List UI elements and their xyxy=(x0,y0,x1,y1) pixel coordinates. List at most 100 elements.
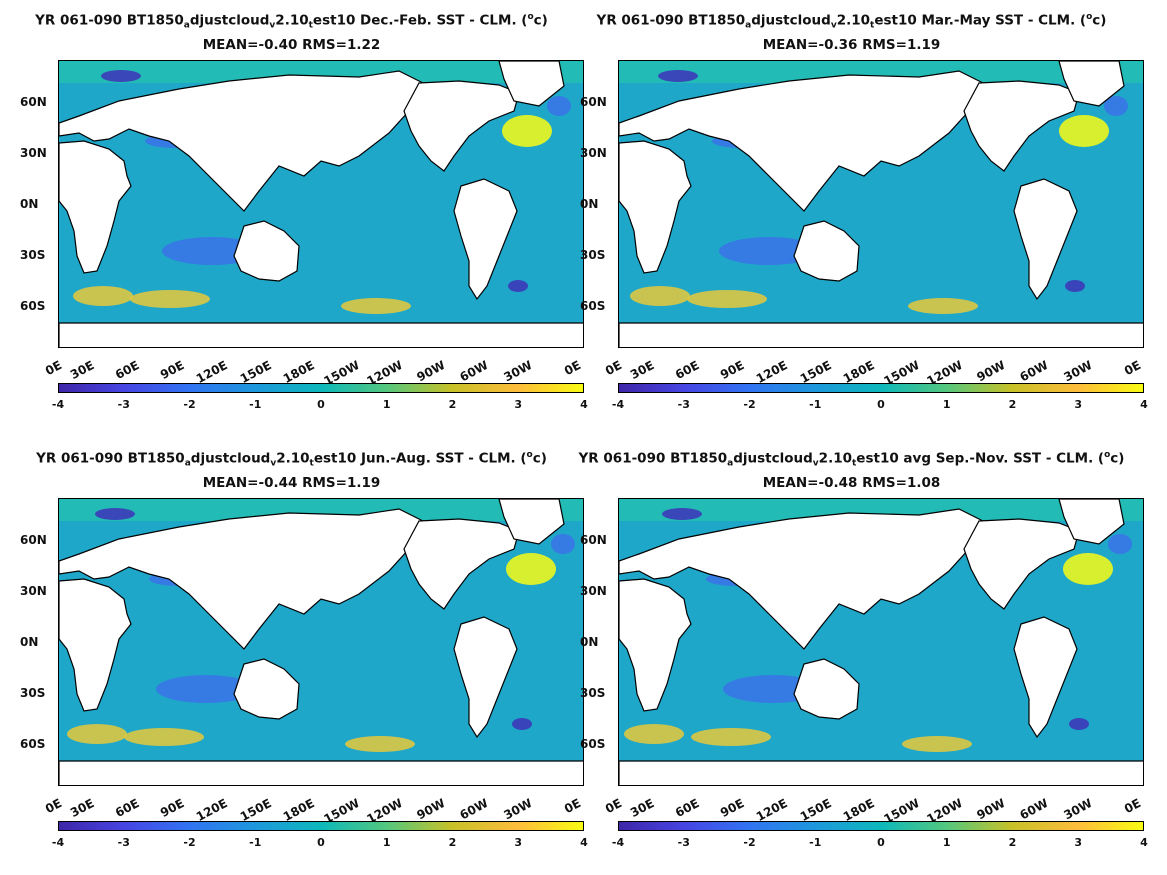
anomaly-region xyxy=(512,718,532,730)
colorbar-tick-label: -3 xyxy=(677,836,690,849)
sst-anomaly-map xyxy=(59,499,583,785)
colorbar-tick-label: 4 xyxy=(1140,836,1148,849)
title-sup: o xyxy=(1086,12,1093,22)
lat-label: 60S xyxy=(580,299,606,313)
lon-label: 120E xyxy=(193,358,230,386)
lon-label: 30W xyxy=(501,796,535,823)
title-sup: o xyxy=(527,12,534,22)
arctic-band xyxy=(619,499,1143,521)
colorbar-tick-label: -3 xyxy=(677,398,690,411)
lat-label: 30N xyxy=(580,146,607,160)
title-part: djustcloud xyxy=(751,12,831,29)
landmass xyxy=(498,499,565,545)
anomaly-region xyxy=(130,290,210,308)
anomaly-region xyxy=(551,534,575,554)
lon-label: 120E xyxy=(753,796,790,824)
title-part: djustcloud xyxy=(189,12,270,29)
lon-label: 0E xyxy=(603,796,625,817)
anomaly-region xyxy=(687,290,767,308)
lon-label: 30E xyxy=(68,358,97,383)
map-frame xyxy=(618,498,1144,786)
colorbar-tick-label: 2 xyxy=(1008,398,1017,411)
lon-label: 0E xyxy=(1122,796,1144,817)
anomaly-region xyxy=(662,508,702,520)
colorbar-gradient xyxy=(59,822,583,830)
lon-label: 90W xyxy=(974,796,1008,823)
lon-label: 120E xyxy=(193,796,230,824)
landmass xyxy=(233,658,300,720)
lat-label: 0N xyxy=(580,635,599,649)
landmass xyxy=(1013,178,1078,301)
colorbar-tick-label: -1 xyxy=(809,836,822,849)
lon-label: 0E xyxy=(43,358,65,379)
anomaly-region xyxy=(156,675,256,703)
lon-label: 60E xyxy=(673,358,702,383)
colorbar-gradient xyxy=(59,384,583,392)
lon-label: 180E xyxy=(840,796,877,824)
lon-label: 90W xyxy=(414,796,448,823)
title-part: YR 061-090 BT1850 xyxy=(578,450,728,467)
panel-stats: MEAN=-0.48 RMS=1.08 xyxy=(762,475,941,491)
colorbar-tick-label: 1 xyxy=(942,398,951,411)
lat-label: 60S xyxy=(20,737,46,751)
colorbar-tick-label: -1 xyxy=(809,398,822,411)
anomaly-region xyxy=(547,96,571,116)
lon-label: 30W xyxy=(1061,796,1095,823)
title-part: YR 061-090 BT1850 xyxy=(36,450,185,467)
lon-label: 60E xyxy=(113,796,142,821)
colorbar-tick-label: -4 xyxy=(611,836,625,849)
lat-label: 60S xyxy=(580,737,606,751)
colorbar-tick-label: -2 xyxy=(183,398,196,411)
anomaly-region xyxy=(691,728,771,746)
colorbar-tick-label: 0 xyxy=(877,836,885,849)
landmass xyxy=(619,578,692,712)
colorbar xyxy=(618,383,1144,393)
title-part: 2.10 xyxy=(275,12,309,29)
anomaly-region xyxy=(67,724,127,744)
anomaly-region xyxy=(95,508,135,520)
colorbar-tick-label: 4 xyxy=(580,836,588,849)
lon-label: 60W xyxy=(1017,796,1051,823)
lon-label: 30E xyxy=(628,358,657,383)
lon-label: 60W xyxy=(457,796,491,823)
title-part: djustcloud xyxy=(190,450,271,467)
colorbar-tick-label: 0 xyxy=(877,398,885,411)
map-frame xyxy=(58,60,584,348)
panel-title: YR 061-090 BT1850adjustcloudv2.10test10 … xyxy=(0,12,583,31)
landmass xyxy=(403,518,520,610)
colorbar-tick-label: -4 xyxy=(51,836,65,849)
anomaly-region xyxy=(624,724,684,744)
colorbar-gradient xyxy=(619,384,1143,392)
lon-label: 0E xyxy=(603,358,625,379)
anomaly-region xyxy=(902,736,972,752)
colorbar-tick-label: 1 xyxy=(942,836,951,849)
colorbar-tick-label: 2 xyxy=(448,836,457,849)
title-part: 2.10 xyxy=(276,450,310,467)
lon-label: 0E xyxy=(43,796,65,817)
title-part: c) xyxy=(1092,12,1107,29)
anomaly-region xyxy=(908,298,978,314)
colorbar-tick-label: 2 xyxy=(1008,836,1017,849)
colorbar-tick-label: -2 xyxy=(743,398,756,411)
colorbar-tick-label: -4 xyxy=(51,398,65,411)
lon-label: 180E xyxy=(280,358,317,386)
lat-label: 60N xyxy=(580,95,607,109)
title-part: djustcloud xyxy=(733,450,813,467)
anomaly-region xyxy=(101,70,141,82)
lon-label: 150E xyxy=(237,796,274,824)
title-sup: o xyxy=(1104,450,1111,460)
landmass xyxy=(59,578,132,712)
anomaly-region xyxy=(508,280,528,292)
title-sub: t xyxy=(870,20,875,31)
title-sub: a xyxy=(184,458,191,469)
title-part: YR 061-090 BT1850 xyxy=(596,12,746,29)
landmass xyxy=(59,140,132,274)
panel-mam: YR 061-090 BT1850adjustcloudv2.10test10 … xyxy=(560,0,1148,437)
title-sub: v xyxy=(830,20,837,31)
lat-label: 0N xyxy=(20,635,39,649)
anomaly-region xyxy=(345,736,415,752)
anomaly-region xyxy=(630,286,690,306)
lon-label: 60E xyxy=(673,796,702,821)
colorbar-tick-label: 2 xyxy=(448,398,457,411)
colorbar-tick-label: 3 xyxy=(514,836,523,849)
